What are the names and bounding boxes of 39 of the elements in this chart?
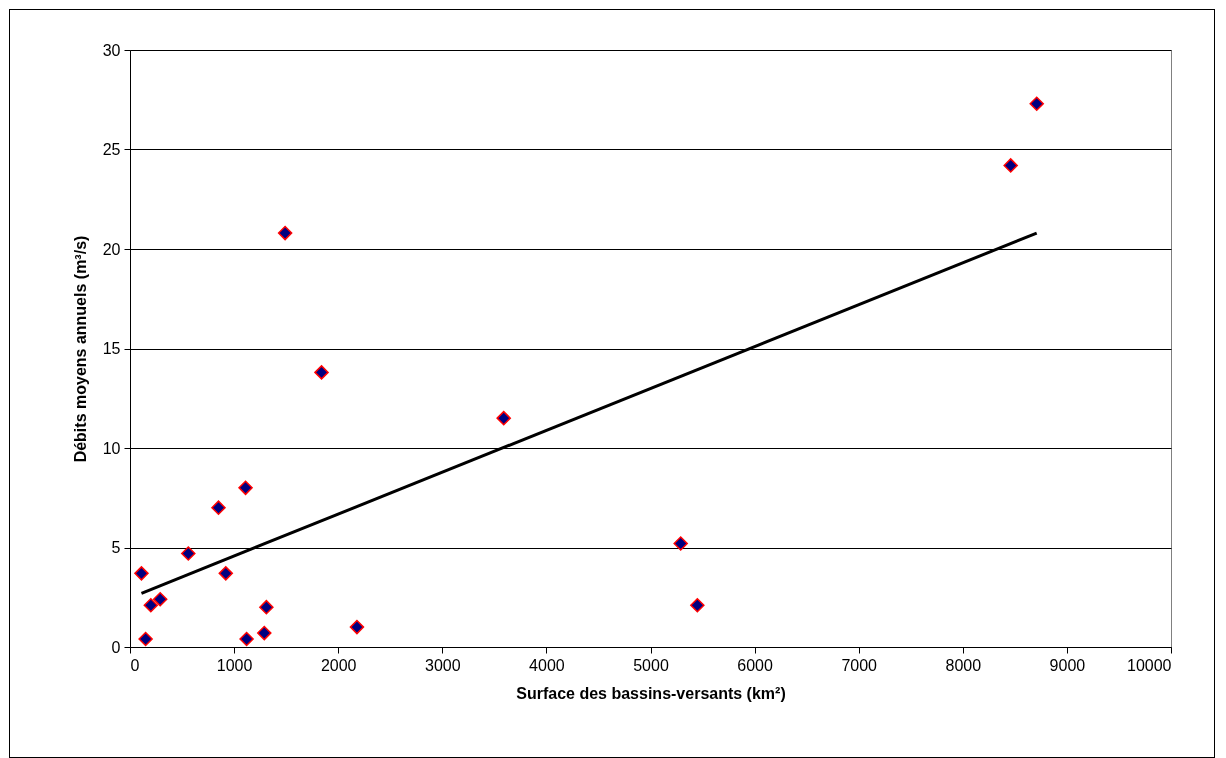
point: [496, 410, 511, 426]
y-tick-label: 15: [102, 340, 121, 357]
x-tick-label: 2000: [320, 656, 357, 674]
point: [1029, 96, 1044, 111]
x-tick-label: 5000: [633, 656, 669, 674]
point: [218, 566, 234, 581]
point: [673, 536, 688, 551]
y-tick-label: 10: [102, 439, 121, 457]
point: [181, 546, 196, 561]
x-tick-label: 0: [130, 656, 140, 674]
x-tick-label: 8000: [945, 656, 982, 674]
point: [1003, 158, 1018, 173]
point: [152, 591, 168, 607]
x-tick-label: 7000: [841, 656, 878, 674]
point: [314, 365, 329, 380]
point: [257, 625, 272, 641]
point: [239, 631, 254, 647]
x-tick-label: 4000: [529, 656, 565, 674]
y-axis-title: Débits moyens annuels (m³/s): [71, 235, 89, 463]
x-axis-title: Surface des bassins-versants (km²): [516, 684, 786, 702]
point: [134, 566, 149, 581]
y-tick-label: 30: [102, 41, 121, 59]
y-tick-label: 5: [111, 539, 121, 556]
point: [349, 619, 365, 635]
x-tick-label: 1000: [216, 656, 253, 674]
point: [259, 599, 274, 615]
point: [138, 631, 153, 647]
x-tick-label: 10000: [1127, 656, 1172, 674]
x-tick-label: 3000: [425, 656, 461, 674]
point: [277, 225, 293, 241]
point: [238, 480, 253, 496]
x-tick-label: 9000: [1049, 656, 1086, 674]
point: [211, 500, 226, 515]
y-tick-label: 0: [111, 638, 121, 656]
y-tick-label: 20: [102, 240, 121, 258]
x-tick-label: 6000: [737, 656, 773, 674]
point: [690, 597, 705, 613]
y-tick-label: 25: [102, 141, 121, 158]
point: [143, 597, 159, 613]
